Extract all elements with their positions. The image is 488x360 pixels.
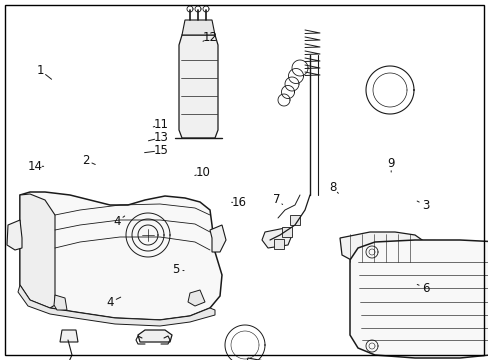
Text: 5: 5 [172, 263, 180, 276]
Polygon shape [54, 295, 67, 310]
Polygon shape [182, 20, 215, 35]
Text: 15: 15 [154, 144, 168, 157]
Polygon shape [138, 330, 172, 342]
Polygon shape [187, 290, 204, 306]
Text: 7: 7 [272, 193, 280, 206]
Text: 3: 3 [421, 199, 428, 212]
Text: 4: 4 [113, 215, 121, 228]
Polygon shape [349, 240, 488, 358]
Text: 13: 13 [154, 131, 168, 144]
Polygon shape [273, 239, 284, 249]
Polygon shape [282, 227, 291, 237]
Polygon shape [244, 358, 285, 360]
Text: 6: 6 [421, 282, 428, 294]
Text: 4: 4 [106, 296, 114, 309]
Text: 12: 12 [203, 31, 217, 44]
Polygon shape [339, 232, 424, 264]
Polygon shape [262, 228, 291, 248]
Polygon shape [7, 220, 22, 250]
Polygon shape [418, 240, 434, 260]
Text: 2: 2 [81, 154, 89, 167]
Text: 8: 8 [328, 181, 336, 194]
Text: 1: 1 [36, 64, 44, 77]
Polygon shape [289, 215, 299, 225]
Text: 10: 10 [195, 166, 210, 179]
Polygon shape [209, 225, 225, 252]
Text: 14: 14 [28, 160, 42, 173]
Polygon shape [20, 192, 222, 320]
Polygon shape [18, 285, 215, 326]
Text: 11: 11 [154, 118, 168, 131]
Text: 16: 16 [232, 196, 246, 209]
Polygon shape [20, 194, 55, 308]
Polygon shape [179, 35, 218, 138]
Polygon shape [60, 330, 78, 342]
Text: 9: 9 [386, 157, 394, 170]
